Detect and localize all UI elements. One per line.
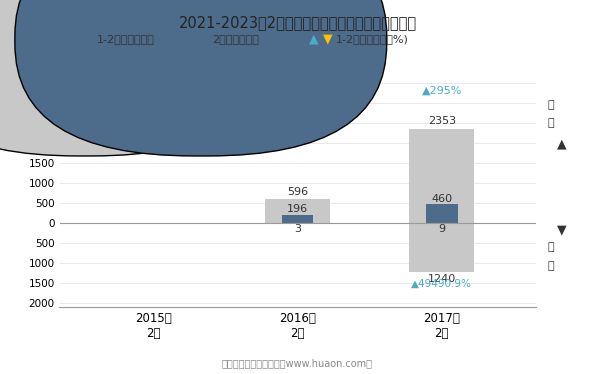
Bar [265, 199, 330, 223]
Text: ▲: ▲ [558, 138, 567, 150]
Text: 口: 口 [547, 261, 554, 270]
Text: 196: 196 [287, 204, 308, 214]
Text: 进: 进 [547, 242, 554, 252]
Text: ▲295%: ▲295% [421, 86, 462, 96]
Text: 1-2月（万美元）: 1-2月（万美元） [96, 34, 154, 44]
Bar [409, 223, 474, 272]
Bar [426, 204, 458, 223]
Text: ▲: ▲ [309, 33, 319, 46]
Text: 出: 出 [547, 100, 554, 110]
Text: 2353: 2353 [428, 116, 456, 126]
Text: 1240: 1240 [428, 274, 456, 284]
Text: ▼: ▼ [558, 224, 567, 236]
Text: ▼: ▼ [322, 33, 332, 46]
Text: 1-2月同比增速（%): 1-2月同比增速（%) [336, 34, 408, 44]
Text: 596: 596 [287, 187, 308, 197]
Text: 9: 9 [438, 224, 445, 234]
Text: 2021-2023年2月河南民权保税物流中心进、出口额: 2021-2023年2月河南民权保税物流中心进、出口额 [178, 15, 416, 30]
Text: 460: 460 [431, 194, 452, 204]
Bar [409, 129, 474, 223]
Bar [281, 215, 314, 223]
Text: 3: 3 [294, 224, 301, 234]
Text: 2月（万美元）: 2月（万美元） [212, 34, 259, 44]
Text: 制图：华经产业研究院（www.huaon.com）: 制图：华经产业研究院（www.huaon.com） [222, 358, 373, 368]
Text: ▲49490.9%: ▲49490.9% [411, 279, 472, 289]
Text: 口: 口 [547, 119, 554, 128]
